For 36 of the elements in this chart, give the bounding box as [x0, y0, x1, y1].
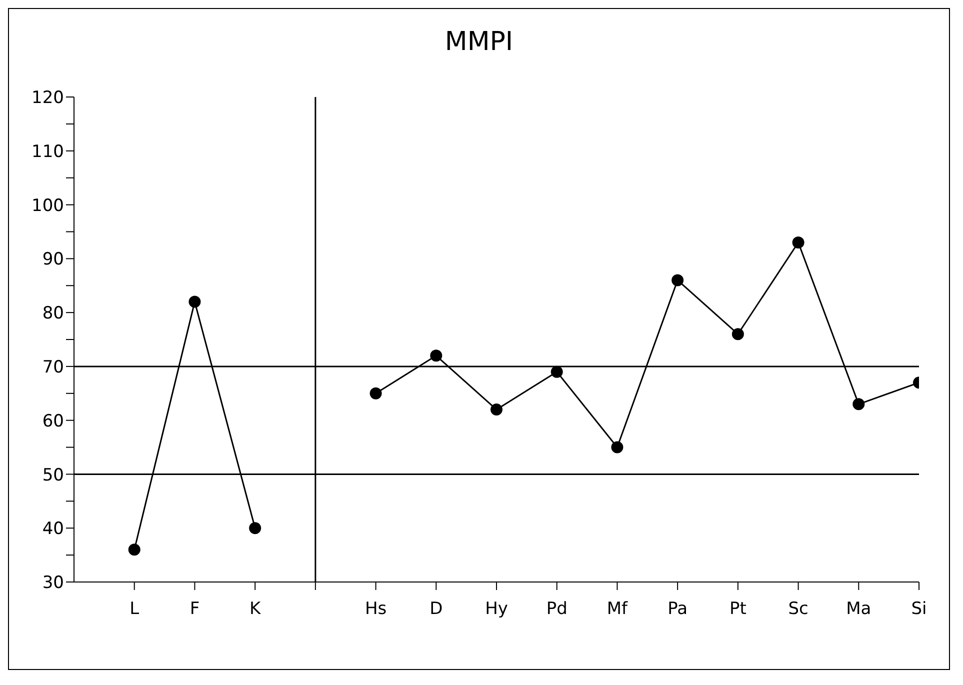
y-tick-label: 110 [32, 142, 64, 162]
point [792, 236, 804, 248]
point [550, 366, 563, 378]
x-tick-label: K [249, 599, 262, 620]
x-tick-label: Hy [485, 599, 508, 620]
x-tick-label: F [190, 599, 200, 620]
y-tick-label: 40 [42, 519, 64, 540]
y-tick-label: 70 [42, 357, 64, 378]
point [611, 441, 624, 454]
x-tick-label: D [430, 599, 443, 620]
y-tick-label: 30 [42, 573, 64, 594]
x-tick-label: Pt [729, 599, 747, 620]
y-tick-label: 80 [42, 304, 64, 324]
x-tick-label: Si [911, 599, 927, 620]
y-tick-label: 50 [42, 465, 64, 486]
point [430, 350, 442, 362]
y-tick-label: 90 [42, 250, 64, 270]
x-tick-label: L [130, 599, 140, 620]
point [188, 296, 201, 308]
point [852, 398, 865, 410]
x-tick-label: Pd [546, 599, 568, 620]
point [370, 387, 382, 400]
y-tick-label: 120 [32, 88, 64, 108]
x-tick-label: Hs [364, 599, 387, 620]
y-tick-label: 60 [42, 411, 64, 432]
point [128, 544, 140, 556]
x-tick-label: Mf [606, 599, 629, 620]
point [490, 404, 502, 416]
y-tick-label: 100 [32, 196, 64, 216]
point [672, 274, 684, 286]
point [249, 522, 262, 534]
chart-title: MMPI [444, 26, 514, 59]
point [732, 328, 744, 340]
x-tick-label: Pa [668, 599, 688, 620]
x-tick-label: Sc [788, 599, 808, 620]
x-tick-label: Ma [846, 599, 872, 620]
